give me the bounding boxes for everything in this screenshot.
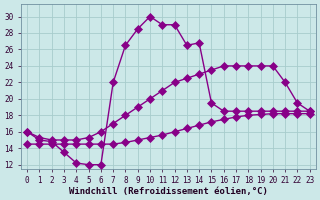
X-axis label: Windchill (Refroidissement éolien,°C): Windchill (Refroidissement éolien,°C) (69, 187, 268, 196)
